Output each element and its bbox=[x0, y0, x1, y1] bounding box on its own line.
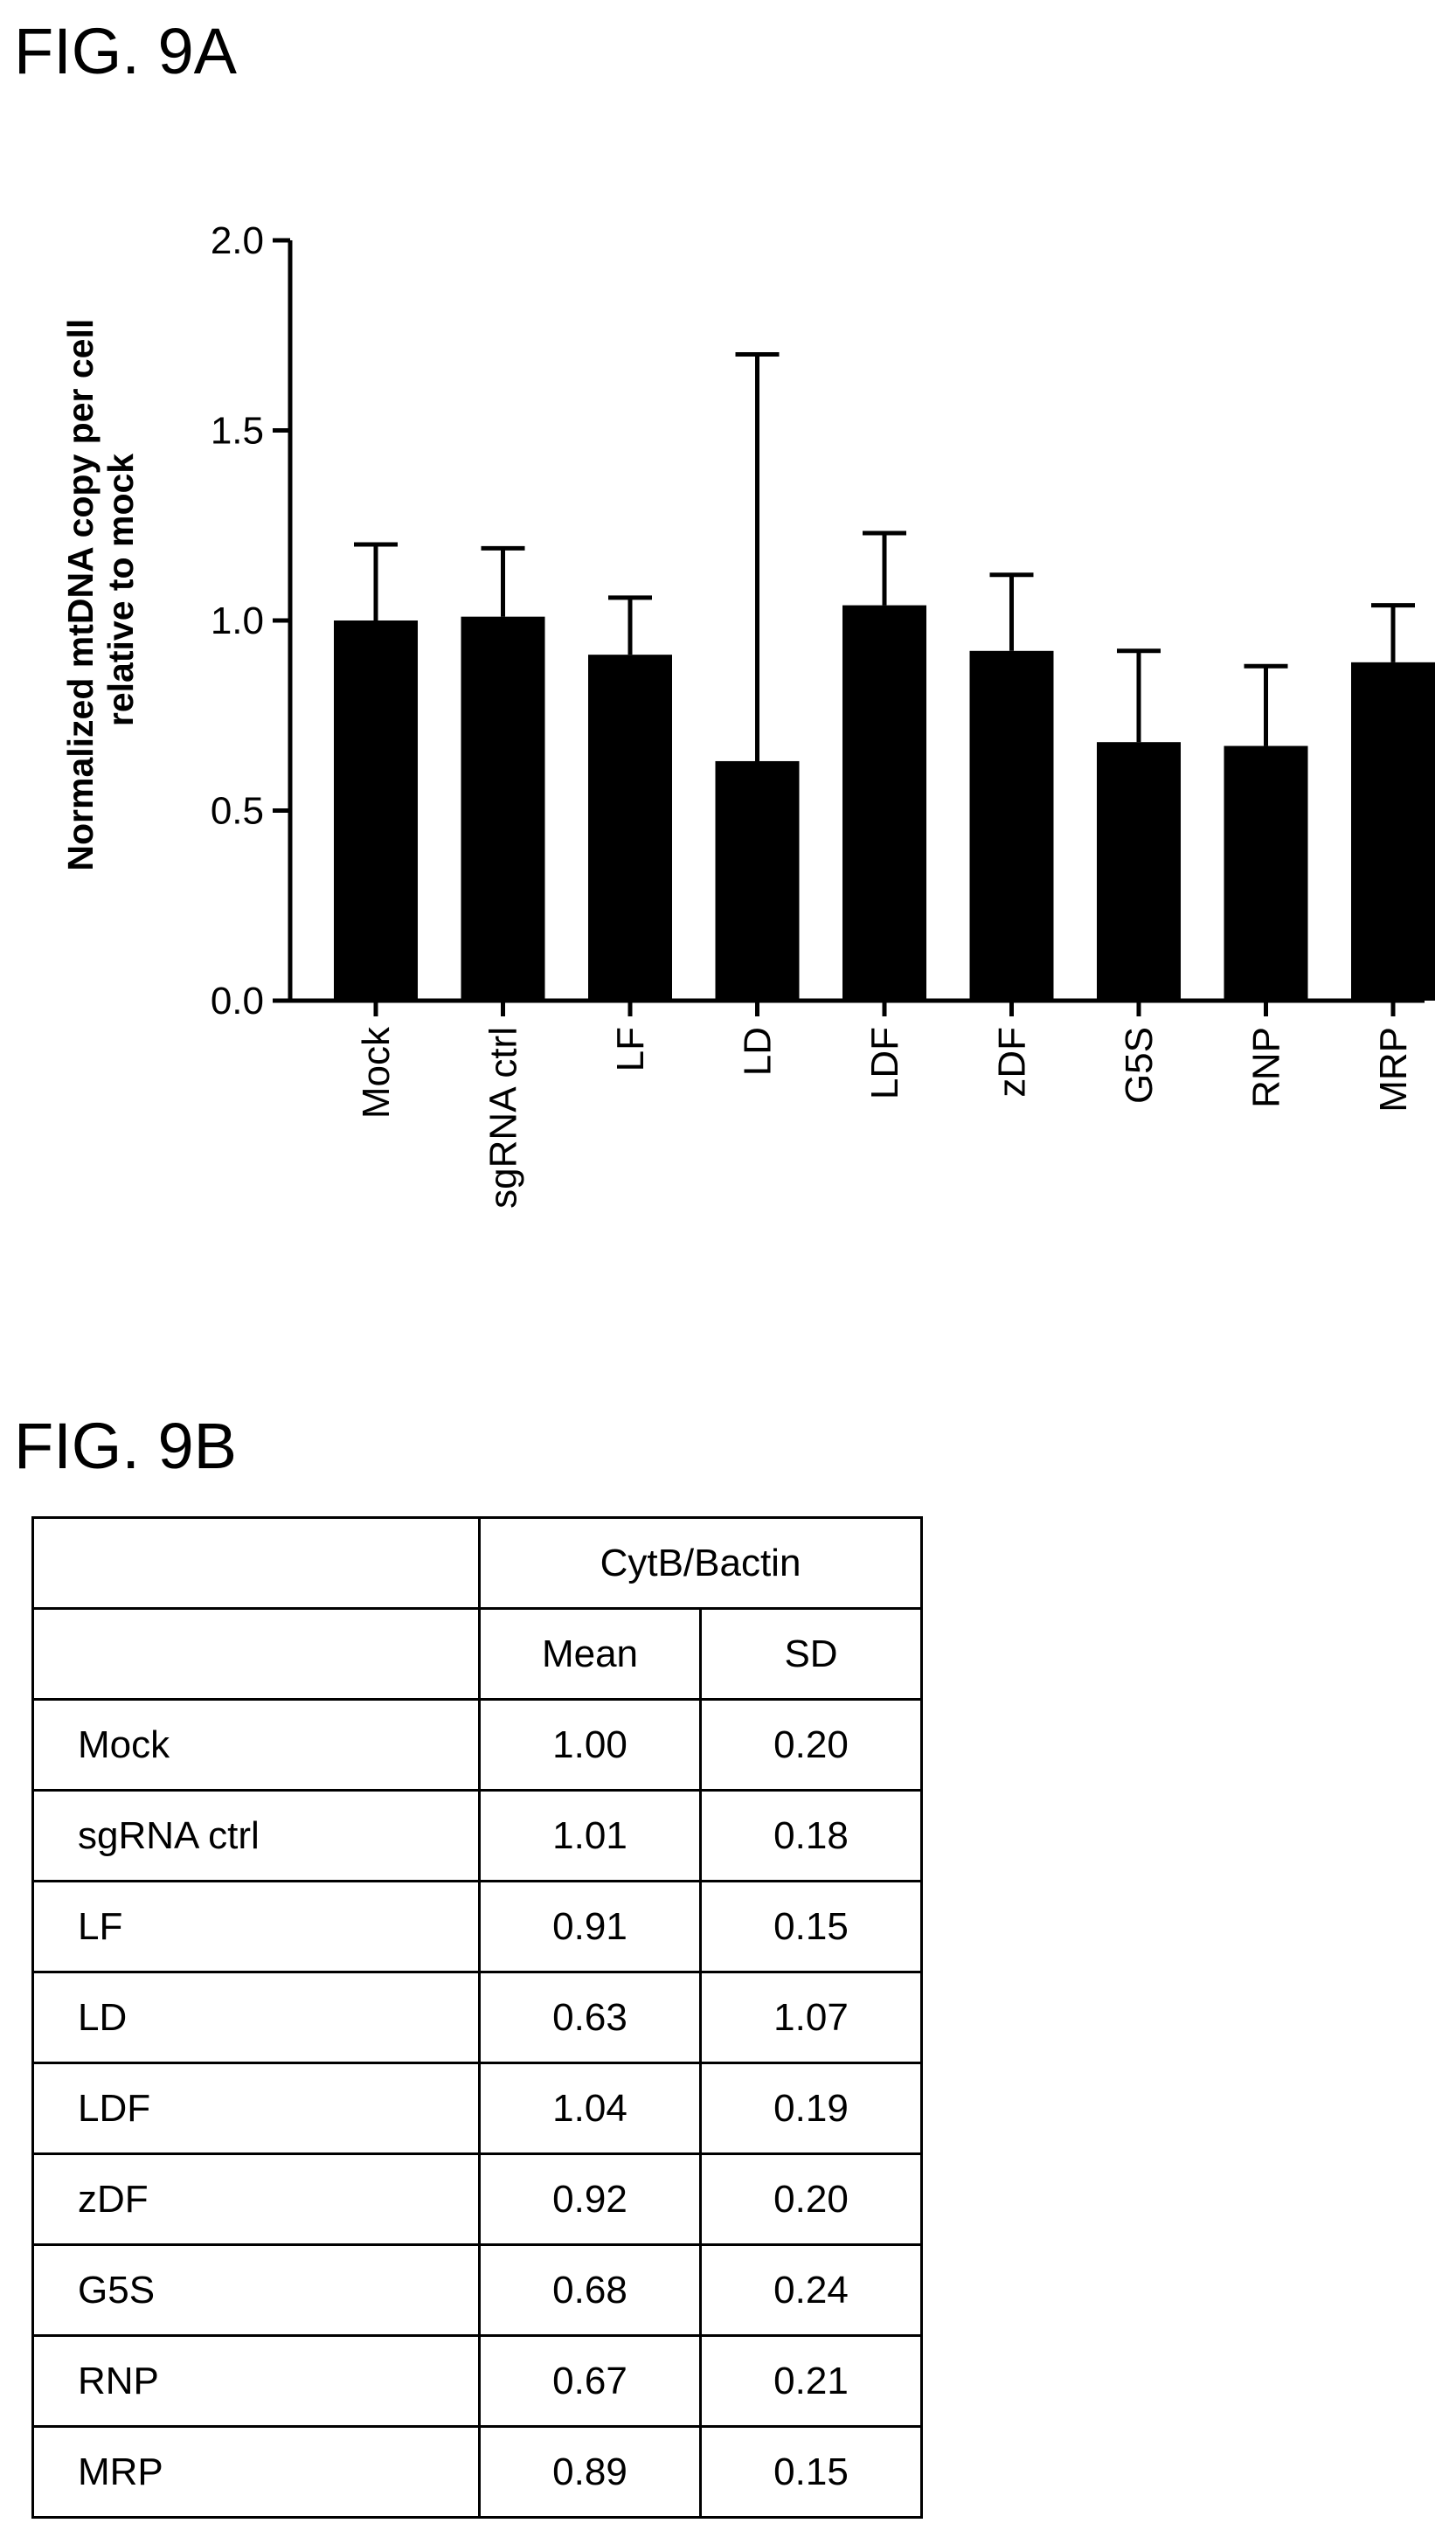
x-tick-label: RNP bbox=[1245, 1027, 1288, 1108]
row-mean-cell: 0.92 bbox=[478, 2152, 702, 2246]
row-sd-cell: 0.24 bbox=[699, 2243, 923, 2337]
y-tick-label: 1.5 bbox=[211, 410, 264, 453]
x-tick-label: MRP bbox=[1372, 1027, 1415, 1113]
bar bbox=[842, 605, 926, 1001]
table-subheader-row: Mean SD bbox=[31, 1607, 923, 1701]
row-mean-cell: 0.68 bbox=[478, 2243, 702, 2337]
table-row: Mock 1.00 0.20 bbox=[31, 1698, 923, 1792]
table-row: LF 0.91 0.15 bbox=[31, 1880, 923, 1973]
x-tick-label: sgRNA ctrl bbox=[482, 1027, 525, 1209]
y-tick-label: 0.5 bbox=[211, 790, 264, 833]
row-sd-cell: 0.19 bbox=[699, 2062, 923, 2155]
bar bbox=[461, 616, 545, 1001]
table-header-row: CytB/Bactin bbox=[31, 1516, 923, 1610]
row-mean-cell: 0.63 bbox=[478, 1971, 702, 2064]
row-mean-cell: 1.00 bbox=[478, 1698, 702, 1792]
row-sd-cell: 0.20 bbox=[699, 2152, 923, 2246]
x-tick-label: Mock bbox=[355, 1026, 398, 1119]
sd-header-cell: SD bbox=[699, 1607, 923, 1701]
row-name-cell: zDF bbox=[31, 2152, 481, 2246]
y-tick-label: 0.0 bbox=[211, 980, 264, 1022]
row-mean-cell: 0.91 bbox=[478, 1880, 702, 1973]
x-tick-label: LD bbox=[737, 1027, 780, 1076]
row-sd-cell: 1.07 bbox=[699, 1971, 923, 2064]
row-mean-cell: 1.01 bbox=[478, 1789, 702, 1882]
row-sd-cell: 0.21 bbox=[699, 2334, 923, 2428]
row-name-cell: MRP bbox=[31, 2425, 481, 2519]
row-name-cell: LF bbox=[31, 1880, 481, 1973]
row-sd-cell: 0.18 bbox=[699, 1789, 923, 1882]
bar bbox=[969, 650, 1054, 1001]
bar-chart: 0.0 0.5 1.0 1.5 2.0 Mock sgRNA ctrl LF LD LDF zDF… bbox=[60, 219, 1435, 1209]
row-name-cell: Mock bbox=[31, 1698, 481, 1792]
bar bbox=[1097, 742, 1181, 1001]
table-corner-cell bbox=[31, 1516, 481, 1610]
x-tick-label: LDF bbox=[863, 1027, 906, 1099]
figure-9a-label: FIG. 9A bbox=[14, 15, 237, 87]
row-sd-cell: 0.20 bbox=[699, 1698, 923, 1792]
bar bbox=[588, 655, 672, 1001]
row-name-cell: LDF bbox=[31, 2062, 481, 2155]
row-name-cell: sgRNA ctrl bbox=[31, 1789, 481, 1882]
table-row: MRP 0.89 0.15 bbox=[31, 2425, 923, 2519]
y-axis: 0.0 0.5 1.0 1.5 2.0 bbox=[211, 219, 293, 1022]
bar bbox=[1351, 662, 1435, 1001]
row-name-cell: G5S bbox=[31, 2243, 481, 2337]
row-sd-cell: 0.15 bbox=[699, 2425, 923, 2519]
x-tick-label: zDF bbox=[991, 1027, 1034, 1098]
row-name-cell: RNP bbox=[31, 2334, 481, 2428]
mean-header-cell: Mean bbox=[478, 1607, 702, 1701]
table-row: zDF 0.92 0.20 bbox=[31, 2152, 923, 2246]
row-mean-cell: 1.04 bbox=[478, 2062, 702, 2155]
x-axis: Mock sgRNA ctrl LF LD LDF zDF G5S RNP MRP bbox=[290, 998, 1425, 1209]
y-tick-label: 2.0 bbox=[211, 219, 264, 262]
y-tick-label: 1.0 bbox=[211, 600, 264, 642]
summary-table: CytB/Bactin Mean SD Mock 1.00 0.20 sgRNA ct… bbox=[31, 1516, 923, 2519]
y-axis-label-line-2: relative to mock bbox=[101, 454, 141, 726]
row-name-cell: LD bbox=[31, 1971, 481, 2064]
bar bbox=[1224, 745, 1308, 1001]
x-tick-label: G5S bbox=[1118, 1027, 1161, 1104]
x-tick-label: LF bbox=[609, 1027, 652, 1071]
bar bbox=[334, 620, 418, 1001]
figure-9b-label: FIG. 9B bbox=[14, 1410, 237, 1482]
table-corner-cell bbox=[31, 1607, 481, 1701]
table-row: LD 0.63 1.07 bbox=[31, 1971, 923, 2064]
table-row: G5S 0.68 0.24 bbox=[31, 2243, 923, 2337]
bar bbox=[715, 760, 800, 1001]
bar-series bbox=[334, 352, 1435, 1001]
y-axis-label-line-1: Normalized mtDNA copy per cell bbox=[60, 319, 101, 871]
row-mean-cell: 0.67 bbox=[478, 2334, 702, 2428]
y-axis-label: Normalized mtDNA copy per cell relative … bbox=[60, 308, 141, 870]
row-mean-cell: 0.89 bbox=[478, 2425, 702, 2519]
table-row: RNP 0.67 0.21 bbox=[31, 2334, 923, 2428]
table-row: sgRNA ctrl 1.01 0.18 bbox=[31, 1789, 923, 1882]
row-sd-cell: 0.15 bbox=[699, 1880, 923, 1973]
group-header-cell: CytB/Bactin bbox=[478, 1516, 923, 1610]
table-row: LDF 1.04 0.19 bbox=[31, 2062, 923, 2155]
